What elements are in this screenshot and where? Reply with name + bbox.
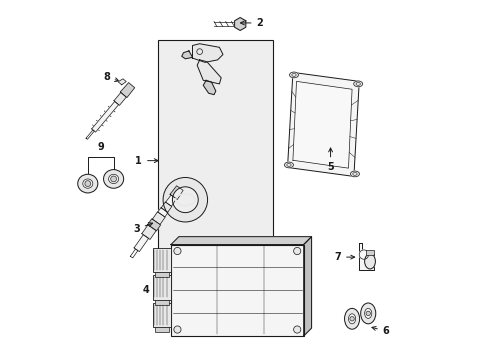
Bar [153,302,171,327]
Polygon shape [171,237,311,244]
Bar [153,275,171,300]
Polygon shape [234,18,245,31]
Text: 6: 6 [371,326,389,336]
Ellipse shape [364,309,371,319]
Circle shape [163,177,207,222]
Circle shape [172,187,198,213]
Ellipse shape [103,170,123,188]
Polygon shape [134,235,148,252]
Polygon shape [303,237,311,336]
Polygon shape [147,219,160,231]
Text: 2: 2 [240,18,263,28]
Circle shape [366,311,369,316]
Polygon shape [158,208,168,217]
Text: 5: 5 [326,148,333,172]
Circle shape [110,176,116,182]
Polygon shape [86,130,94,139]
Circle shape [174,326,181,333]
Ellipse shape [82,179,93,188]
Circle shape [174,247,181,255]
Polygon shape [197,60,221,84]
Text: 8: 8 [102,72,119,82]
Circle shape [85,181,90,186]
Polygon shape [182,51,192,59]
Ellipse shape [364,254,375,269]
Polygon shape [120,83,134,98]
Polygon shape [292,81,351,168]
Polygon shape [170,186,183,199]
Polygon shape [161,202,171,212]
Text: 7: 7 [334,252,354,262]
Polygon shape [287,72,359,176]
Polygon shape [142,225,156,239]
Circle shape [293,326,300,333]
Bar [155,327,169,332]
Polygon shape [165,195,176,206]
Text: 9: 9 [97,143,104,152]
Polygon shape [118,79,126,85]
Circle shape [196,49,202,54]
Polygon shape [152,212,165,225]
Ellipse shape [353,81,362,87]
Polygon shape [359,243,373,270]
Ellipse shape [108,174,119,184]
Polygon shape [130,249,138,258]
Ellipse shape [350,171,359,177]
Polygon shape [192,44,223,62]
Polygon shape [92,102,119,132]
Bar [155,272,169,278]
Ellipse shape [344,309,359,329]
Ellipse shape [78,174,98,193]
Bar [153,248,171,272]
Circle shape [293,247,300,255]
Circle shape [349,317,353,321]
Ellipse shape [284,162,293,168]
Ellipse shape [348,314,355,324]
Text: 4: 4 [142,285,165,295]
Polygon shape [203,80,215,95]
Circle shape [359,250,368,259]
Ellipse shape [360,303,375,324]
Bar [155,300,169,305]
Bar [365,250,373,255]
Text: 1: 1 [135,156,158,166]
Bar [158,40,273,255]
Bar [171,244,303,336]
Ellipse shape [289,72,298,78]
Polygon shape [114,93,126,105]
Text: 3: 3 [133,223,152,234]
